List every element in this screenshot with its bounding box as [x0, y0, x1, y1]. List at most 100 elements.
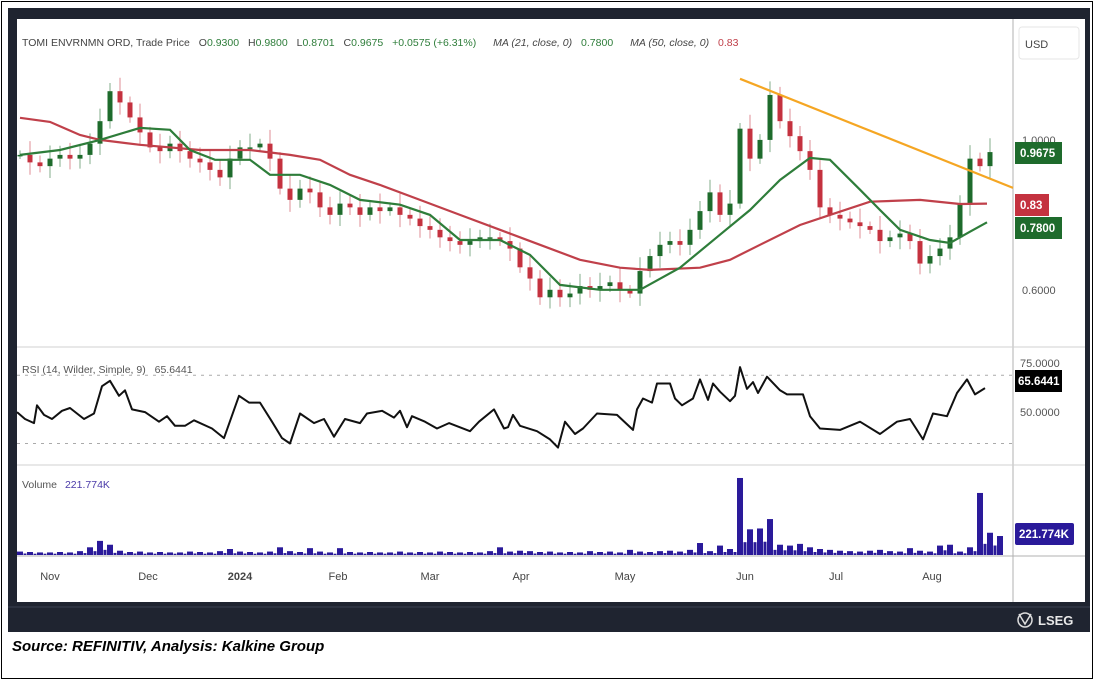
- candle: [667, 231, 673, 254]
- volume-label: Volume: [22, 479, 57, 491]
- candle-body: [457, 241, 463, 245]
- candle-body: [137, 117, 143, 133]
- candle-body: [287, 188, 293, 200]
- volume-bar: [943, 550, 947, 555]
- volume-bar: [563, 553, 567, 555]
- rsi-tick-50: 50.0000: [1020, 407, 1060, 419]
- volume-bar: [597, 552, 603, 555]
- candle: [817, 157, 823, 219]
- time-tick-mar: Mar: [421, 571, 440, 583]
- volume-bar: [297, 552, 303, 555]
- candle: [627, 285, 633, 298]
- volume-bar: [873, 552, 877, 555]
- volume-bar: [243, 553, 247, 555]
- volume-bar: [143, 553, 147, 555]
- candle: [307, 176, 313, 204]
- time-tick-may: May: [615, 571, 636, 583]
- volume-bar: [613, 553, 617, 555]
- volume-bar: [487, 551, 493, 555]
- volume-bar: [547, 551, 553, 555]
- volume-bar: [133, 553, 137, 555]
- volume-bar: [787, 545, 793, 555]
- volume-bar: [277, 547, 283, 555]
- ma50-label: MA (50, close, 0): [630, 37, 709, 49]
- volume-bar: [603, 553, 607, 555]
- candle-body: [687, 229, 693, 245]
- candle: [797, 125, 803, 161]
- candle: [257, 138, 263, 152]
- candle-body: [697, 211, 703, 230]
- candle-body: [17, 154, 23, 157]
- volume-bar: [727, 549, 733, 555]
- volume-bar: [207, 552, 213, 555]
- currency-button[interactable]: [1018, 26, 1080, 60]
- volume-bar: [147, 552, 153, 555]
- candle-body: [677, 241, 683, 245]
- candle: [617, 268, 623, 303]
- candle-body: [297, 188, 303, 200]
- volume-bar: [893, 553, 897, 555]
- volume-bar: [213, 553, 217, 555]
- candle: [147, 126, 153, 153]
- volume-bar: [67, 552, 73, 555]
- volume-bar: [817, 549, 823, 555]
- volume-value-tag-text: 221.774K: [1019, 529, 1070, 541]
- candle: [237, 140, 243, 166]
- volume-bar: [347, 552, 353, 555]
- time-tick-feb: Feb: [329, 571, 348, 583]
- volume-bar: [173, 553, 177, 555]
- volume-bar: [663, 553, 667, 555]
- volume-bar: [503, 553, 507, 555]
- volume-bar: [157, 552, 163, 555]
- volume-bar: [453, 553, 457, 555]
- candle-body: [747, 128, 753, 159]
- candle-body: [667, 241, 673, 245]
- candle: [217, 160, 223, 186]
- candle-body: [347, 203, 353, 208]
- volume-bar: [947, 544, 953, 555]
- candle: [347, 195, 353, 216]
- rsi-value: 65.6441: [155, 364, 193, 376]
- close-price-tag: 0.9675: [1015, 142, 1062, 164]
- candle: [927, 245, 933, 274]
- volume-bar: [937, 545, 943, 555]
- candle-body: [37, 162, 43, 167]
- candle-body: [407, 214, 413, 219]
- candle-body: [857, 222, 863, 227]
- candle: [117, 77, 123, 115]
- candle: [107, 82, 113, 129]
- candle: [867, 221, 873, 234]
- volume-bar: [507, 551, 513, 555]
- volume-bar: [647, 552, 653, 555]
- candle-body: [377, 207, 383, 212]
- volume-bar: [267, 551, 273, 555]
- candle: [297, 179, 303, 208]
- volume-bar: [883, 553, 887, 555]
- volume-bar: [687, 549, 693, 555]
- candle-body: [967, 158, 973, 204]
- candle: [517, 242, 523, 273]
- candle-body: [657, 244, 663, 257]
- time-axis: Nov Dec 2024 Feb Mar Apr May Jun Jul Aug: [40, 571, 942, 583]
- volume-bar: [93, 551, 97, 555]
- candle-body: [217, 169, 223, 178]
- candle-body: [767, 94, 773, 140]
- volume-bar: [887, 551, 893, 555]
- volume-bar: [387, 552, 393, 555]
- chart-panel: [17, 19, 1085, 602]
- candle-body: [547, 289, 553, 298]
- candle: [807, 140, 813, 180]
- candle-body: [987, 152, 993, 167]
- volume-bar: [977, 492, 983, 555]
- candle-body: [327, 207, 333, 215]
- candle-body: [837, 214, 843, 219]
- volume-bar: [237, 551, 243, 555]
- volume-bar: [187, 551, 193, 555]
- volume-bar: [337, 548, 343, 555]
- candle-body: [67, 154, 73, 159]
- volume-bar: [287, 551, 293, 555]
- volume-bar: [493, 553, 497, 555]
- volume-bar: [177, 552, 183, 555]
- time-tick-dec: Dec: [138, 571, 158, 583]
- volume-bar: [117, 550, 123, 555]
